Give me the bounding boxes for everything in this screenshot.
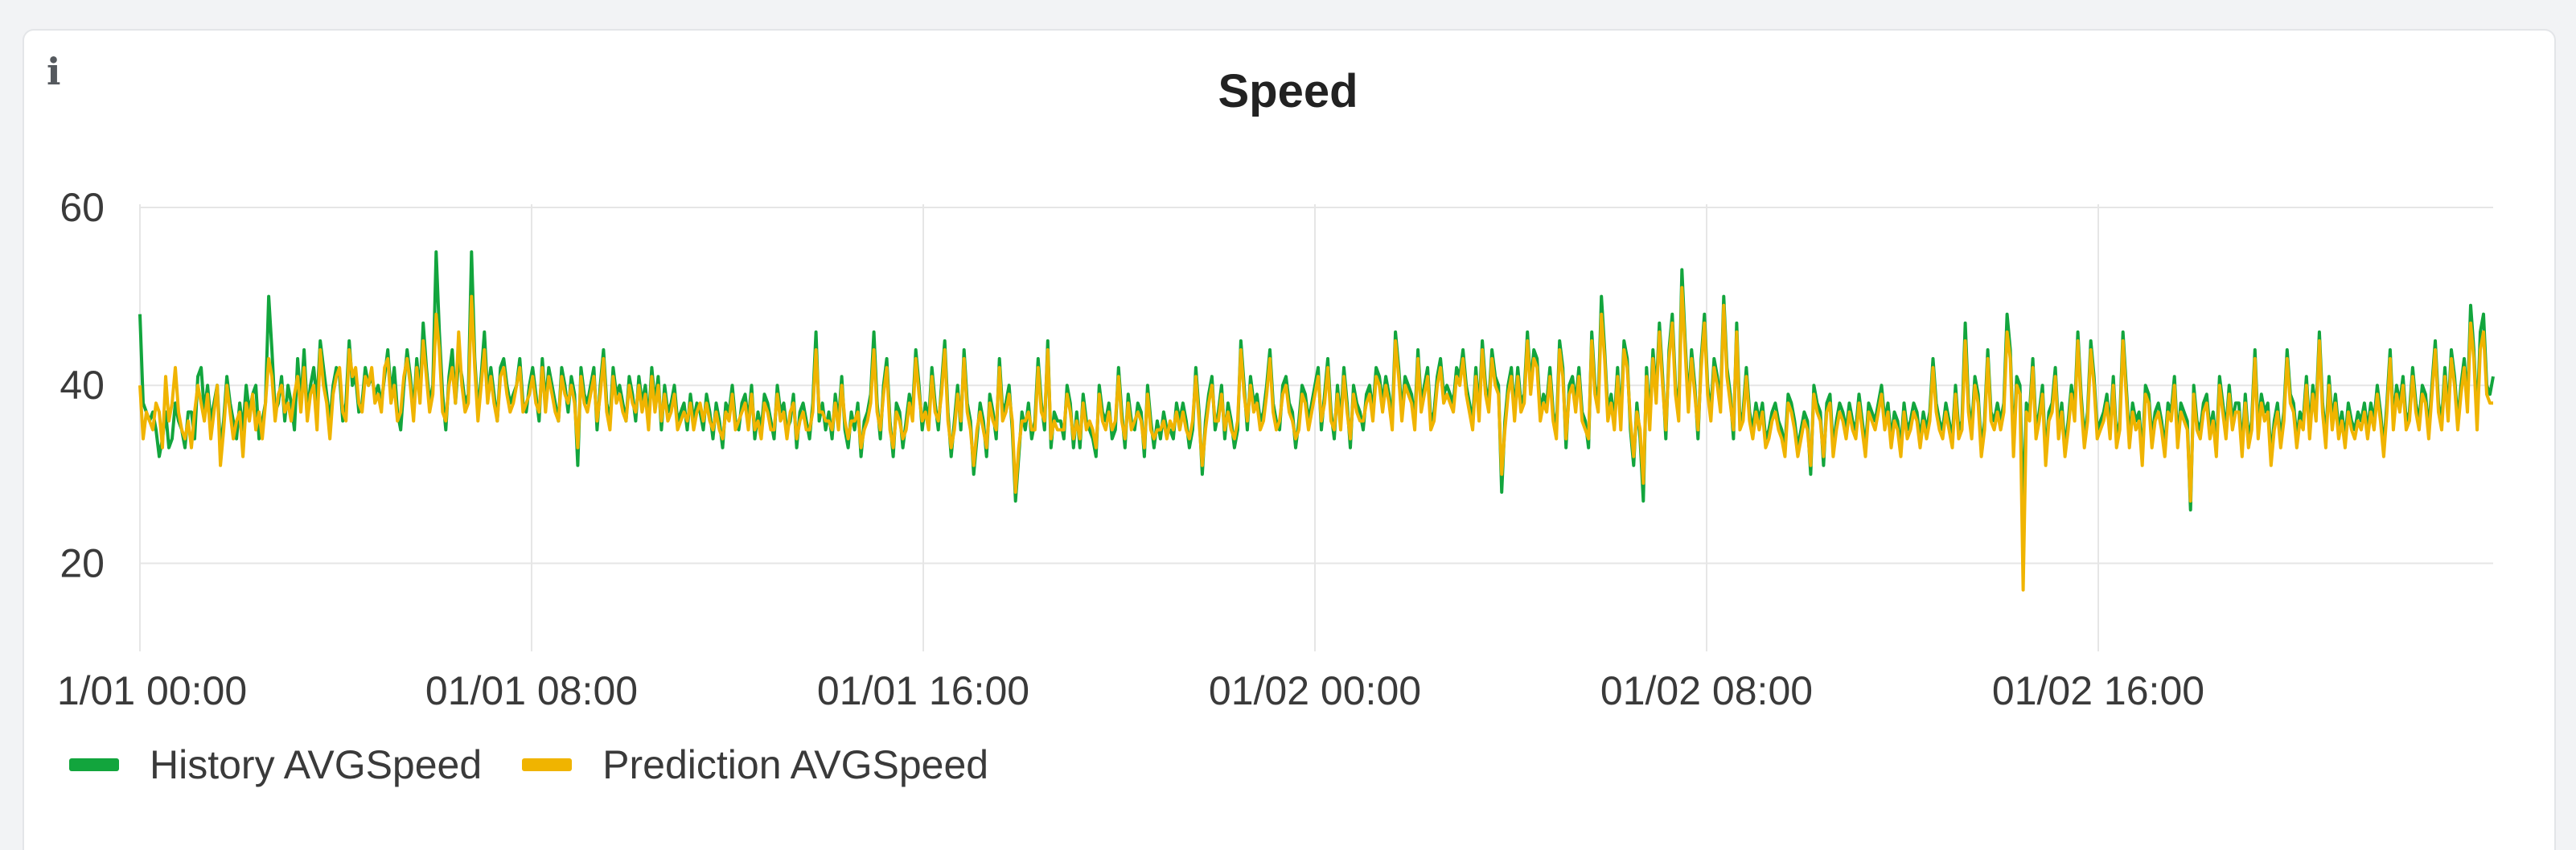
x-tick-label: 01/02 08:00 [1600, 668, 1813, 713]
y-tick-label: 40 [60, 363, 105, 408]
x-tick-label: 1/01 00:00 [57, 668, 247, 713]
x-tick-label: 01/01 08:00 [425, 668, 638, 713]
legend-label-prediction: Prediction AVGSpeed [602, 742, 989, 787]
x-tick-label: 01/02 00:00 [1209, 668, 1421, 713]
legend-label-history: History AVGSpeed [150, 742, 483, 787]
chart-title: Speed [1218, 65, 1358, 117]
legend-swatch-prediction [522, 758, 573, 771]
legend-item-prediction[interactable]: Prediction AVGSpeed [522, 741, 988, 788]
x-tick-label: 01/02 16:00 [1992, 668, 2204, 713]
legend-swatch-history [69, 758, 119, 771]
y-tick-label: 20 [60, 540, 105, 585]
legend-item-history[interactable]: History AVGSpeed [69, 741, 482, 788]
info-icon[interactable]: i [47, 50, 61, 93]
chart-panel [23, 29, 2556, 850]
series-line-prediction [138, 285, 2493, 592]
y-tick-label: 60 [60, 185, 105, 230]
legend: History AVGSpeed Prediction AVGSpeed [69, 741, 1029, 788]
x-tick-label: 01/01 16:00 [817, 668, 1029, 713]
